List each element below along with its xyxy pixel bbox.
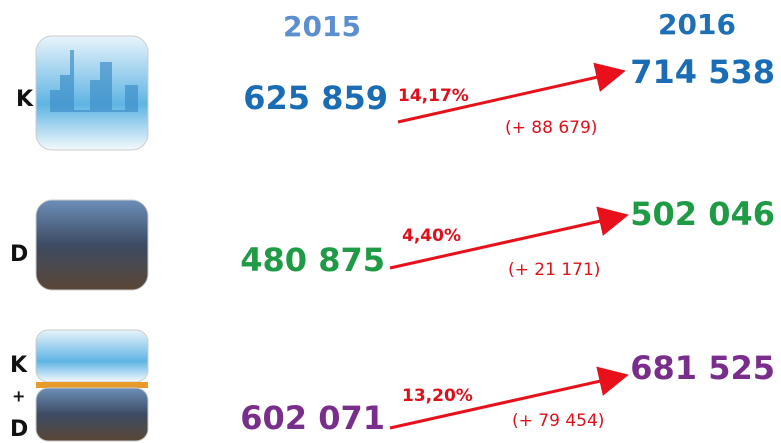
row-label: K bbox=[10, 353, 28, 378]
year-start: 2015 bbox=[283, 10, 361, 43]
change-pct: 14,17% bbox=[398, 86, 469, 106]
city-image bbox=[36, 330, 148, 382]
change-abs: (+ 88 679) bbox=[505, 118, 597, 138]
row-kd: K + D 602 071 13,20% (+ 79 454) 681 525 bbox=[10, 330, 775, 442]
change-pct: 13,20% bbox=[402, 386, 473, 406]
change-abs: (+ 79 454) bbox=[512, 411, 604, 431]
row-label: + bbox=[12, 387, 25, 406]
fishing-image bbox=[36, 388, 148, 441]
value-start: 480 875 bbox=[240, 241, 385, 279]
value-end: 681 525 bbox=[630, 349, 775, 387]
change-pct: 4,40% bbox=[402, 226, 461, 246]
divider bbox=[36, 382, 148, 388]
value-start: 602 071 bbox=[240, 399, 385, 437]
fishing-image bbox=[36, 200, 148, 290]
value-end: 714 538 bbox=[630, 53, 775, 91]
row-label: D bbox=[10, 242, 28, 267]
value-end: 502 046 bbox=[630, 195, 775, 233]
row-d: D 480 875 4,40% (+ 21 171) 502 046 bbox=[10, 195, 775, 290]
change-abs: (+ 21 171) bbox=[508, 260, 600, 280]
value-start: 625 859 bbox=[243, 79, 388, 117]
slide: 2015 2016 K 625 859 14,17% (+ 88 679) 71… bbox=[0, 0, 781, 443]
row-label: K bbox=[16, 87, 34, 112]
row-k: K 625 859 14,17% (+ 88 679) 714 538 bbox=[16, 36, 775, 150]
row-label: D bbox=[10, 417, 28, 442]
year-end: 2016 bbox=[658, 8, 736, 41]
